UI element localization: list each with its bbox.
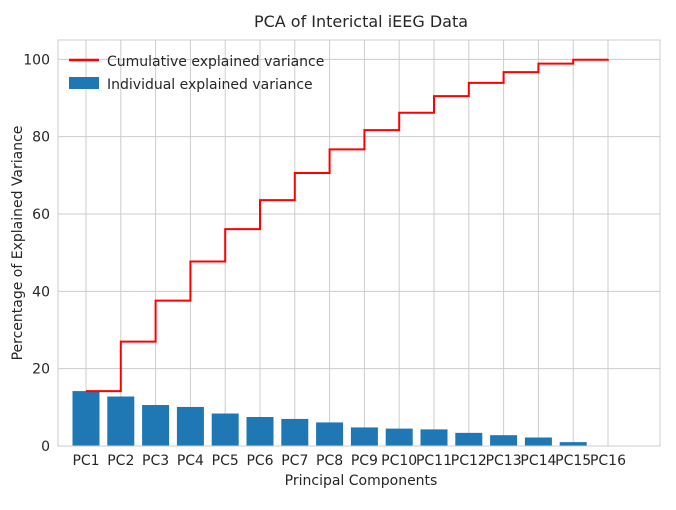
x-tick-label: PC12: [451, 453, 487, 469]
legend-label-individual: Individual explained variance: [107, 77, 313, 93]
x-tick-label: PC7: [281, 453, 308, 469]
x-tick-label: PC10: [381, 453, 417, 469]
y-tick-label: 80: [32, 130, 50, 146]
bar-pc11: [421, 429, 448, 446]
bar-pc10: [386, 429, 413, 446]
bar-pc12: [455, 433, 482, 446]
x-tick-label: PC6: [246, 453, 273, 469]
bar-pc1: [73, 391, 100, 446]
bar-pc13: [490, 435, 517, 446]
y-tick-label: 60: [32, 207, 50, 223]
bar-pc5: [212, 414, 239, 446]
y-tick-label: 0: [41, 439, 50, 455]
y-tick-label: 20: [32, 362, 50, 378]
bar-pc15: [560, 442, 587, 446]
y-axis-title: Percentage of Explained Variance: [10, 126, 26, 361]
bar-pc4: [177, 407, 204, 446]
legend-swatch-individual: [69, 77, 99, 89]
legend-label-cumulative: Cumulative explained variance: [107, 54, 324, 70]
bar-pc3: [142, 405, 169, 446]
y-tick-label: 40: [32, 284, 50, 300]
x-tick-label: PC3: [142, 453, 169, 469]
x-tick-label: PC8: [316, 453, 343, 469]
x-tick-label: PC16: [590, 453, 626, 469]
x-tick-label: PC1: [72, 453, 99, 469]
bar-pc2: [107, 397, 134, 446]
x-tick-label: PC14: [520, 453, 556, 469]
y-tick-label: 100: [23, 52, 50, 68]
x-tick-label: PC9: [351, 453, 378, 469]
x-tick-label: PC15: [555, 453, 591, 469]
x-tick-label: PC5: [212, 453, 239, 469]
bar-pc6: [247, 417, 274, 446]
x-tick-label: PC11: [416, 453, 452, 469]
x-tick-label: PC4: [177, 453, 204, 469]
bar-pc7: [281, 419, 308, 446]
chart-title: PCA of Interictal iEEG Data: [254, 12, 468, 31]
bar-pc9: [351, 427, 378, 446]
x-axis-title: Principal Components: [285, 473, 438, 489]
x-tick-label: PC13: [486, 453, 522, 469]
bar-pc14: [525, 437, 552, 446]
bar-pc8: [316, 422, 343, 446]
x-tick-label: PC2: [107, 453, 134, 469]
